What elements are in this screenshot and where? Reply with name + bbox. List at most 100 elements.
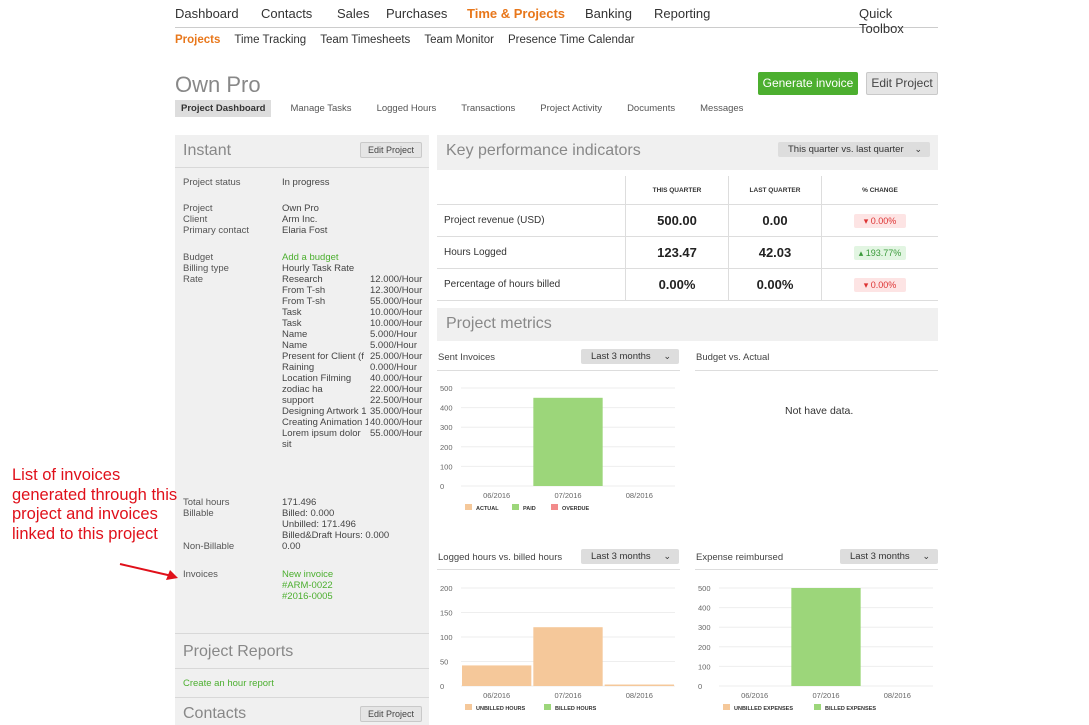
kpi-change-cell: ▾ 0.00% [821, 268, 938, 301]
rate-value: 10.000/Hour [370, 307, 423, 318]
bar [533, 397, 603, 486]
edit-project-button[interactable]: Edit Project [866, 72, 938, 95]
rate-value: 12.300/Hour [370, 285, 423, 296]
project-status-value: In progress [282, 177, 330, 188]
quick-toolbox-link[interactable]: Quick Toolbox [859, 6, 904, 36]
tab-manage-tasks[interactable]: Manage Tasks [290, 103, 352, 114]
bar [604, 684, 674, 686]
divider [437, 569, 680, 570]
project-reports-title: Project Reports [183, 643, 294, 660]
invoice-link[interactable]: #ARM-0022 [282, 580, 333, 591]
subnav-presence-calendar[interactable]: Presence Time Calendar [507, 34, 635, 46]
rate-task-name: Present for Client (f [282, 351, 364, 362]
logged-vs-billed-title: Logged hours vs. billed hours [438, 552, 563, 563]
arrow-line [119, 563, 173, 577]
invoice-link[interactable]: #2016-0005 [282, 591, 333, 602]
rate-task-name: Raining [282, 362, 315, 373]
tab-logged-hours[interactable]: Logged Hours [376, 103, 437, 114]
change-value: 193.77% [865, 247, 902, 258]
rate-value: 22.500/Hour [370, 395, 423, 406]
y-tick-label: 500 [698, 584, 711, 593]
client-label: Client [183, 214, 208, 225]
y-tick-label: 300 [440, 423, 453, 432]
rate-task-name: Research [282, 274, 323, 285]
rate-value: 25.000/Hour [370, 351, 423, 362]
rate-task-name: Designing Artwork 1 [282, 406, 367, 417]
billed-draft-value: Billed&Draft Hours: 0.000 [282, 530, 390, 541]
legend-swatch [723, 704, 730, 710]
kpi-this-quarter: 0.00% [625, 268, 729, 301]
divider [175, 668, 429, 669]
contacts-title: Contacts [183, 705, 247, 722]
subnav-projects[interactable]: Projects [175, 34, 221, 46]
table-row: Project revenue (USD) 500.00 0.00 ▾ 0.00… [437, 204, 938, 237]
nav-sales[interactable]: Sales [337, 6, 370, 21]
project-value: Own Pro [282, 203, 319, 214]
expense-range-select[interactable]: Last 3 months ⌄ [840, 549, 938, 564]
logged-hours-chart: 0 50 100 150 200 06/2016 07/2016 08/2016 UNBILLE… [440, 584, 675, 712]
create-hour-report-link[interactable]: Create an hour report [183, 678, 274, 689]
tab-project-dashboard[interactable]: Project Dashboard [175, 100, 272, 117]
kpi-period-select[interactable]: This quarter vs. last quarter ⌄ [778, 142, 930, 157]
kpi-this-quarter: 123.47 [625, 236, 729, 269]
nav-reporting[interactable]: Reporting [654, 6, 711, 21]
chevron-down-icon: ⌄ [663, 351, 671, 361]
nav-contacts[interactable]: Contacts [261, 6, 313, 21]
y-tick-label: 100 [440, 462, 453, 471]
x-tick-label: 08/2016 [626, 491, 653, 500]
generate-invoice-button[interactable]: Generate invoice [758, 72, 858, 95]
tab-messages[interactable]: Messages [700, 103, 744, 114]
y-tick-label: 100 [440, 633, 453, 642]
legend-swatch [465, 704, 472, 710]
subnav-team-monitor[interactable]: Team Monitor [424, 34, 494, 46]
tab-documents[interactable]: Documents [627, 103, 676, 114]
legend-label: PAID [523, 506, 536, 512]
legend-swatch [551, 504, 558, 510]
budget-label: Budget [183, 252, 214, 263]
sub-nav: Projects Time Tracking Team Timesheets Team… [175, 34, 649, 46]
billing-type-label: Billing type [183, 263, 229, 274]
instant-title: Instant [183, 142, 232, 159]
instant-edit-project-button[interactable]: Edit Project [360, 142, 422, 158]
logged-range-select[interactable]: Last 3 months ⌄ [581, 549, 679, 564]
rate-value: 0.000/Hour [370, 362, 418, 373]
tab-project-activity[interactable]: Project Activity [540, 103, 603, 114]
sent-invoices-range-select[interactable]: Last 3 months ⌄ [581, 349, 679, 364]
nav-dashboard[interactable]: Dashboard [175, 6, 239, 21]
nav-banking[interactable]: Banking [585, 6, 632, 21]
kpi-row-label: Percentage of hours billed [437, 268, 626, 301]
subnav-team-timesheets[interactable]: Team Timesheets [320, 34, 411, 46]
x-tick-label: 07/2016 [554, 691, 581, 700]
arrow-head [166, 570, 178, 580]
kpi-header-row: This quarter Last quarter % Change [437, 176, 938, 205]
nav-time-projects[interactable]: Time & Projects [467, 6, 566, 21]
y-tick-label: 50 [440, 658, 448, 667]
expense-reimbursed-chart: 0 100 200 300 400 500 06/2016 07/2016 08/2016 UNB… [698, 584, 933, 712]
rate-value: 22.000/Hour [370, 384, 423, 395]
tab-transactions[interactable]: Transactions [461, 103, 516, 114]
expense-reimbursed-title: Expense reimbursed [696, 552, 784, 563]
instant-panel: Instant Edit Project Project status In p… [175, 135, 429, 725]
subnav-time-tracking[interactable]: Time Tracking [234, 34, 307, 46]
billed-value: Billed: 0.000 [282, 508, 335, 519]
non-billable-value: 0.00 [282, 541, 301, 552]
rate-task-name: Creating Animation 1 [282, 417, 368, 428]
caret-up-icon: ▴ [858, 247, 864, 258]
kpi-row-label: Project revenue (USD) [437, 204, 626, 237]
invoices-label: Invoices [183, 569, 218, 580]
chevron-down-icon: ⌄ [914, 144, 922, 154]
add-budget-link[interactable]: Add a budget [282, 252, 339, 263]
rate-task-name: Name [282, 329, 308, 340]
rate-value: 40.000/Hour [370, 417, 423, 428]
contacts-edit-project-button[interactable]: Edit Project [360, 706, 422, 722]
legend-swatch [512, 504, 519, 510]
rate-value: 12.000/Hour [370, 274, 423, 285]
top-nav: Dashboard Contacts Sales Purchases Time … [175, 6, 938, 36]
new-invoice-link[interactable]: New invoice [282, 569, 334, 580]
y-tick-label: 0 [440, 682, 444, 691]
y-tick-label: 300 [698, 623, 711, 632]
nav-purchases[interactable]: Purchases [386, 6, 448, 21]
y-tick-label: 200 [440, 443, 453, 452]
kpi-header: Key performance indicators This quarter … [437, 135, 938, 170]
bar [462, 665, 532, 686]
